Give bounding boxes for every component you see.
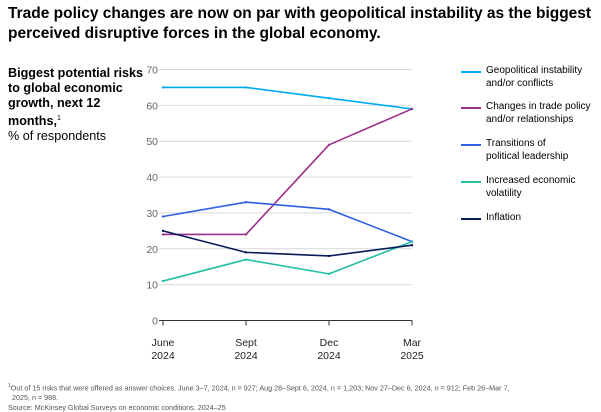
footnote-text-line: Out of 15 risks that were offered as ans… [10,383,510,393]
subtitle-footnote-marker: 1 [56,115,61,122]
legend-label-line: Transitions of [486,138,546,149]
data-point-volatility [161,279,165,283]
legend-label-geopolitical: Geopolitical instability and/or conflict… [486,64,599,90]
legend-label-trade: Changes in trade policy and/or relations… [486,100,599,126]
data-point-political [161,215,165,218]
y-tick-label: 70 [146,65,158,77]
legend-label-line: and/or relationships [486,114,574,125]
series-line-trade [163,108,413,236]
chart-subtitle: Biggest potential risks to global econom… [8,66,148,144]
x-tick-label: June [152,337,175,349]
data-point-volatility [410,240,414,243]
x-tick-label: 2024 [151,350,175,362]
legend-label-political: Transitions of political leadership [486,137,599,163]
y-tick-label: 50 [146,136,158,148]
data-point-inflation [327,254,331,258]
footnote-text-line: 2025, n = 988. [12,392,59,402]
data-point-inflation [244,251,248,254]
y-tick-label: 20 [146,244,158,256]
legend-swatch-trade [461,107,481,109]
x-tick-label: 2024 [234,350,258,362]
legend-label-inflation: Inflation [486,211,599,224]
data-point-inflation [410,244,414,247]
y-tick-label: 60 [146,100,158,112]
series-line-inflation [162,230,413,257]
data-point-geopolitical [327,96,331,100]
legend-swatch-inflation [461,218,481,220]
y-tick-label: 0 [152,316,158,328]
legend-label-volatility: Increased economic volatility [486,174,599,200]
footnote-marker: 1 [8,383,11,389]
series-line-political [162,201,413,243]
legend-swatch-political [461,144,481,146]
legend-label-line: Changes in trade policy [486,101,591,112]
legend-label-line: and/or conflicts [486,78,554,89]
x-tick-label: Dec [320,337,339,349]
data-point-geopolitical [161,86,165,89]
data-point-political [244,200,248,204]
subtitle-bold: Biggest potential risks to global econom… [8,66,144,129]
data-point-trade [244,233,248,236]
legend-swatch-geopolitical [461,71,481,73]
data-point-political [327,208,331,211]
legend-label-line: Inflation [486,212,522,223]
legend-label-line: political leadership [486,151,569,162]
x-tick-label: Mar [403,337,422,349]
legend-label-line: volatility [486,188,522,199]
data-point-trade [327,143,331,146]
x-tick-label: 2025 [400,350,424,362]
x-tick-label: 2024 [317,350,341,362]
line-chart: 010203040506070June2024Sept2024Dec2024Ma… [146,65,424,363]
legend-label-line: Geopolitical instability [486,65,583,76]
y-tick-label: 10 [146,280,158,292]
data-point-trade [410,107,414,111]
subtitle-unit: % of respondents [8,129,107,144]
data-point-inflation [161,229,165,233]
x-tick-label: Sept [235,337,257,349]
data-point-geopolitical [244,86,248,89]
data-point-volatility [244,258,248,261]
series-line-volatility [162,240,413,282]
chart-footnote: 1Out of 15 risks that were offered as an… [8,382,596,412]
legend-swatch-volatility [461,181,481,183]
chart-headline: Trade policy changes are now on par with… [8,5,592,42]
series-line-geopolitical [163,86,413,110]
legend-label-line: Increased economic [486,175,576,186]
y-tick-label: 30 [146,208,158,220]
y-tick-label: 40 [146,172,158,184]
data-point-volatility [327,272,331,276]
footnote-source: Source: McKinsey Global Surveys on econo… [8,402,226,412]
data-point-trade [161,233,165,236]
